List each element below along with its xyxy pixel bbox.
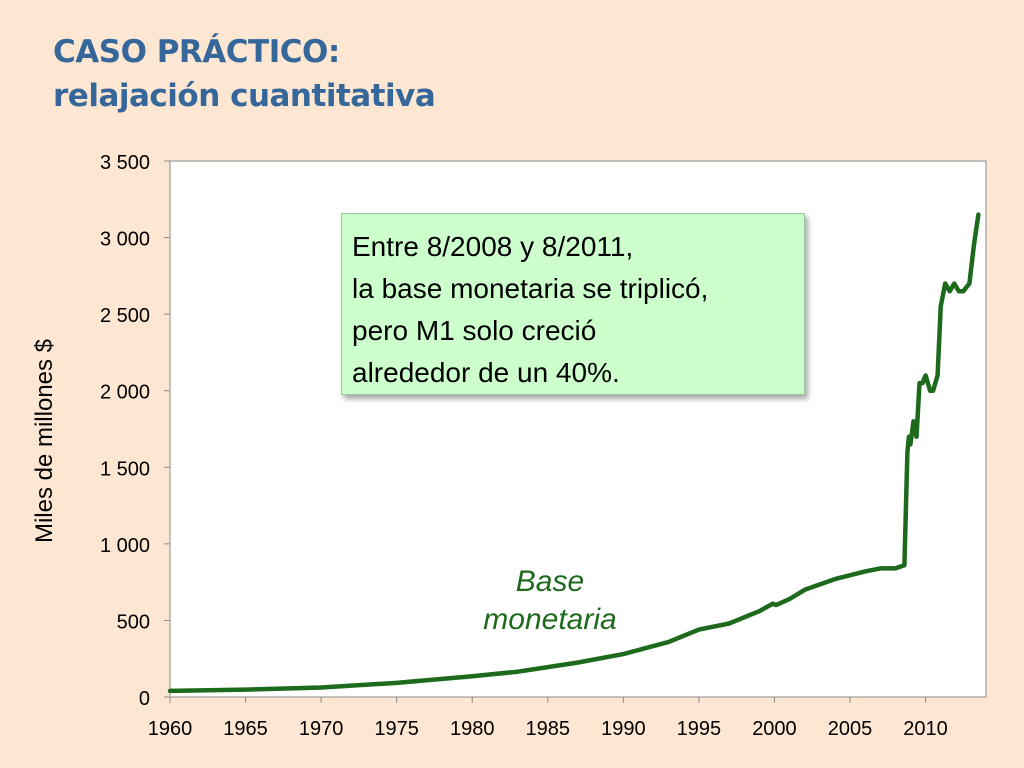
x-tick-label: 1975 xyxy=(374,718,419,740)
series-line-0 xyxy=(167,212,981,694)
y-tick-label: 3 500 xyxy=(100,152,150,174)
x-tick-label: 1960 xyxy=(148,718,193,740)
x-tick-label: 1995 xyxy=(677,718,722,740)
axes: 0 500 1 000 1 500 2 000 2 500 3 000 3 500 1960 19… xyxy=(100,152,948,740)
y-tick-label: 2 500 xyxy=(100,305,150,327)
series-label-line-1: Base xyxy=(515,565,585,598)
y-tick-label: 2 000 xyxy=(100,382,150,404)
series-label-line-2: monetaria xyxy=(483,603,617,636)
x-tick-label: 1970 xyxy=(299,718,344,740)
x-tick-label: 2000 xyxy=(752,718,797,740)
x-tick-label: 2005 xyxy=(828,718,873,740)
callout-line-4: alrededor de un 40%. xyxy=(352,357,620,388)
callout-box: Entre 8/2008 y 8/2011, la base monetaria… xyxy=(341,213,805,395)
y-tick-label: 0 xyxy=(139,688,150,710)
callout-line-2: la base monetaria se triplicó, xyxy=(352,273,709,304)
callout-line-1: Entre 8/2008 y 8/2011, xyxy=(352,231,634,262)
x-tick-label: 1980 xyxy=(450,718,495,740)
title-line-2: relajación cuantitativa xyxy=(53,78,436,114)
series-layer xyxy=(167,212,981,694)
x-tick-label: 1965 xyxy=(223,718,268,740)
y-tick-label: 3 000 xyxy=(100,229,150,251)
title-line-1: CASO PRÁCTICO: xyxy=(53,34,340,70)
y-axis-label: Miles de millones $ xyxy=(31,338,58,544)
x-tick-label: 1990 xyxy=(601,718,646,740)
callout-line-3: pero M1 solo creció xyxy=(352,315,597,346)
y-tick-label: 1 500 xyxy=(100,458,150,480)
series-label: Base monetaria xyxy=(450,563,650,639)
x-tick-label: 2010 xyxy=(903,718,948,740)
x-tick-label: 1985 xyxy=(526,718,571,740)
slide-title: CASO PRÁCTICO: relajación cuantitativa xyxy=(53,30,436,118)
y-tick-label: 500 xyxy=(117,611,150,633)
y-tick-label: 1 000 xyxy=(100,535,150,557)
